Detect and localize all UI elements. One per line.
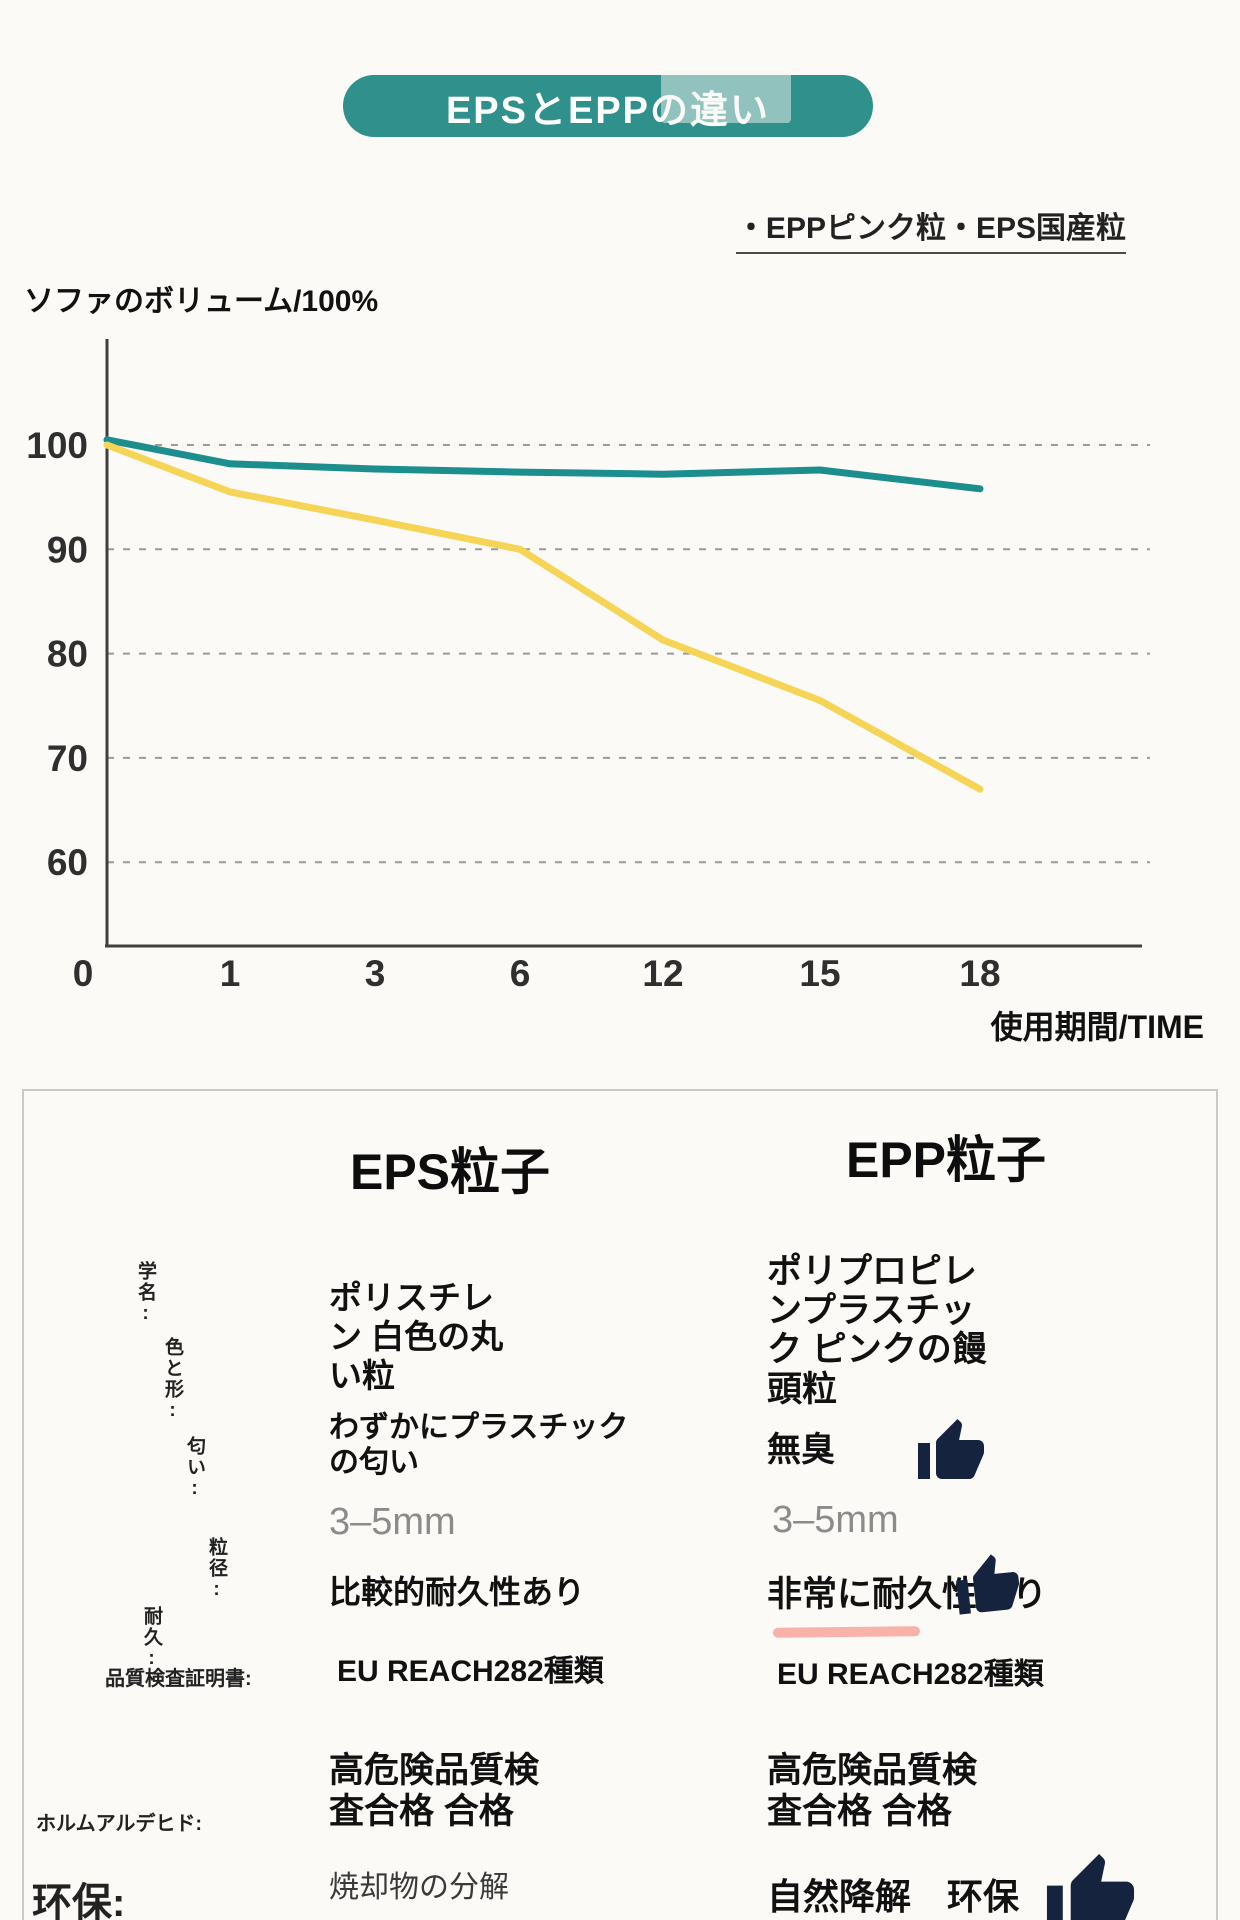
overlay-artifact bbox=[661, 71, 791, 123]
epp-size-cell: 3–5mm bbox=[772, 1499, 899, 1541]
y-tick-label: 100 bbox=[26, 425, 88, 466]
y-tick-label: 90 bbox=[47, 529, 88, 570]
x-tick-label: 12 bbox=[642, 953, 683, 994]
column-header-eps: EPS粒子 bbox=[349, 1144, 551, 1200]
epp-inspection-cell: 高危険品質検 査合格 合格 bbox=[767, 1751, 978, 1832]
row-label-smell: 匂い: bbox=[184, 1436, 205, 1501]
y-tick-label: 70 bbox=[47, 738, 88, 779]
epp-eco-cell: 自然降解 环保 bbox=[767, 1876, 1020, 1917]
comparison-table: EPS粒子 EPP粒子 学名: 色と形: 匂い: 粒径: 耐久: 品質検査証明書… bbox=[22, 1089, 1218, 1920]
column-header-epp: EPP粒子 bbox=[845, 1132, 1047, 1188]
title-badge: EPSとEPPの違い bbox=[343, 71, 873, 137]
y-tick-label: 60 bbox=[47, 842, 88, 883]
eps-inspection-cell: 高危険品質検 査合格 合格 bbox=[329, 1751, 540, 1832]
row-label-size: 粒径: bbox=[206, 1537, 227, 1602]
eps-name-cell: ポリスチレ ン 白色の丸 い粒 bbox=[329, 1279, 504, 1394]
thumbs-up-icon bbox=[918, 1419, 984, 1479]
row-label-name: 学名: bbox=[135, 1261, 156, 1326]
series-line-epp bbox=[103, 436, 984, 493]
eps-size-cell: 3–5mm bbox=[329, 1501, 456, 1543]
x-axis-title: 使用期間/TIME bbox=[990, 1009, 1204, 1045]
epp-name-cell: ポリプロピレ ンプラスチッ ク ピンクの饅 頭粒 bbox=[767, 1252, 987, 1409]
pink-underline-decoration bbox=[772, 1626, 921, 1638]
chart-legend: ・EPPピンク粒・EPS国産粒 bbox=[735, 203, 1126, 254]
series-line-eps bbox=[103, 441, 984, 793]
eps-smell-cell: わずかにプラスチック の匂い bbox=[329, 1411, 629, 1480]
epp-certificate-cell: EU REACH282種類 bbox=[777, 1658, 1044, 1691]
y-axis-title: ソファのボリューム/100% bbox=[24, 285, 379, 318]
eps-durability-cell: 比較的耐久性あり bbox=[329, 1574, 586, 1610]
x-tick-label: 1 bbox=[220, 953, 241, 994]
line-chart: 100 90 80 70 60 0 1 3 6 12 15 18 bbox=[26, 339, 1150, 994]
y-tick-label: 80 bbox=[47, 634, 88, 675]
row-label-eco: 环保: bbox=[32, 1881, 126, 1920]
row-label-color-shape: 色と形: bbox=[162, 1337, 183, 1423]
chart-legend-text: ・EPPピンク粒・EPS国産粒 bbox=[735, 212, 1126, 245]
epp-smell-cell: 無臭 bbox=[767, 1431, 835, 1469]
x-tick-label: 0 bbox=[73, 953, 94, 994]
x-tick-label: 6 bbox=[510, 953, 531, 994]
x-tick-label: 18 bbox=[959, 953, 1000, 994]
eps-eco-cell: 焼却物の分解 bbox=[329, 1871, 509, 1904]
thumbs-up-icon bbox=[1046, 1853, 1135, 1920]
x-tick-label: 3 bbox=[365, 953, 386, 994]
thumbs-up-icon bbox=[956, 1554, 1020, 1615]
row-label-formaldehyde: ホルムアルデヒド: bbox=[36, 1813, 203, 1835]
row-label-durability: 耐久: bbox=[141, 1606, 162, 1671]
eps-certificate-cell: EU REACH282種類 bbox=[337, 1655, 604, 1688]
x-tick-label: 15 bbox=[799, 953, 840, 994]
row-label-certificate: 品質検査証明書: bbox=[105, 1668, 252, 1690]
